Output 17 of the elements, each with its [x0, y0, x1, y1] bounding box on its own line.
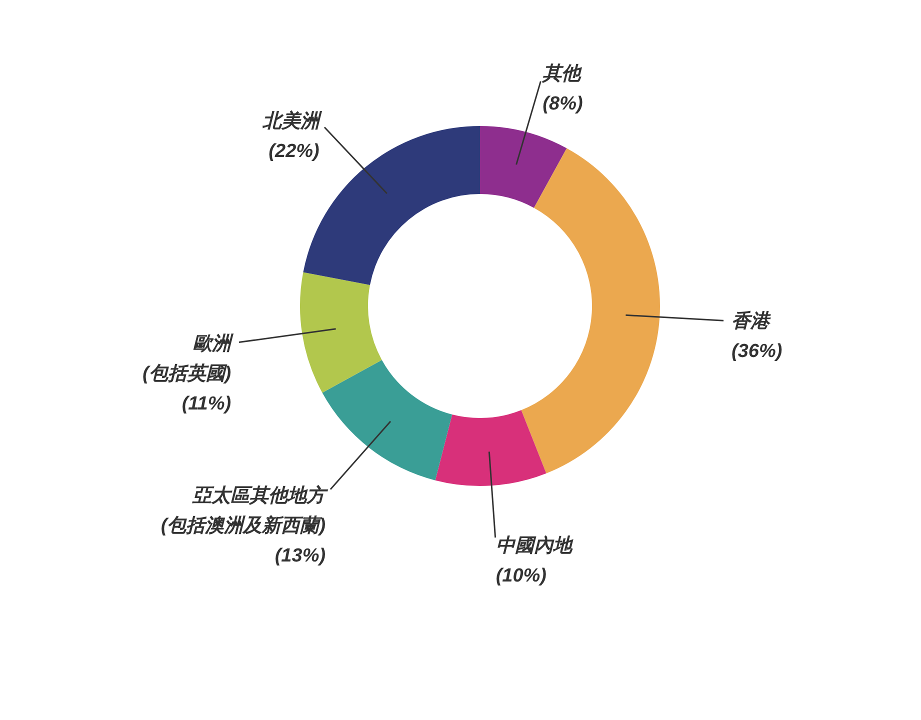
- data-label: (8%): [542, 94, 583, 115]
- slice-label: 香港: [732, 310, 772, 332]
- data-label: (10%): [496, 566, 547, 587]
- donut-slice: [322, 360, 452, 480]
- donut-slice: [300, 272, 382, 393]
- data-label: (13%): [274, 546, 326, 567]
- slice-label: 歐洲 (包括英國): [142, 332, 234, 385]
- data-label: (36%): [732, 341, 782, 362]
- donut-slice: [521, 148, 660, 474]
- data-label: (11%): [182, 394, 232, 415]
- donut-slice: [435, 410, 546, 486]
- donut-slice: [480, 126, 567, 208]
- slice-label: 其他: [542, 62, 583, 85]
- slice-label: 北美洲: [261, 110, 322, 132]
- data-label: (22%): [268, 141, 320, 162]
- slice-label: 中國內地: [496, 534, 574, 557]
- slice-label: 亞太區其他地方 (包括澳洲及新西蘭): [160, 484, 329, 537]
